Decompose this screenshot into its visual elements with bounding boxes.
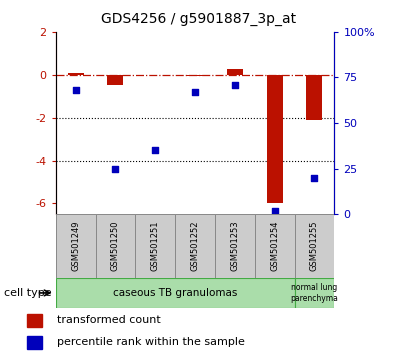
Point — [271, 208, 278, 213]
Bar — [306, 75, 322, 120]
Text: transformed count: transformed count — [57, 315, 160, 325]
Bar — [227, 69, 243, 75]
Text: percentile rank within the sample: percentile rank within the sample — [57, 337, 244, 348]
Text: normal lung
parenchyma: normal lung parenchyma — [291, 283, 338, 303]
Bar — [215, 214, 255, 278]
Bar — [56, 278, 295, 308]
Bar — [255, 214, 295, 278]
Bar — [187, 75, 203, 76]
Bar — [295, 214, 334, 278]
Text: GSM501255: GSM501255 — [310, 221, 319, 271]
Text: GSM501250: GSM501250 — [111, 221, 120, 271]
Point — [112, 166, 119, 171]
Point — [232, 82, 238, 87]
Bar — [175, 214, 215, 278]
Bar — [27, 314, 42, 327]
Bar — [56, 214, 96, 278]
Text: GSM501251: GSM501251 — [151, 221, 160, 271]
Point — [72, 87, 79, 93]
Bar — [135, 214, 175, 278]
Bar — [295, 278, 334, 308]
Text: GSM501253: GSM501253 — [230, 221, 239, 272]
Text: cell type: cell type — [4, 288, 52, 298]
Text: GSM501249: GSM501249 — [71, 221, 80, 271]
Text: caseous TB granulomas: caseous TB granulomas — [113, 288, 237, 298]
Bar — [107, 75, 123, 85]
Text: GDS4256 / g5901887_3p_at: GDS4256 / g5901887_3p_at — [101, 12, 297, 27]
Bar — [96, 214, 135, 278]
Point — [192, 89, 198, 95]
Point — [311, 175, 318, 181]
Text: GSM501254: GSM501254 — [270, 221, 279, 271]
Point — [152, 148, 158, 153]
Bar — [267, 75, 283, 204]
Text: GSM501252: GSM501252 — [191, 221, 199, 271]
Bar — [27, 336, 42, 349]
Bar — [68, 73, 84, 75]
